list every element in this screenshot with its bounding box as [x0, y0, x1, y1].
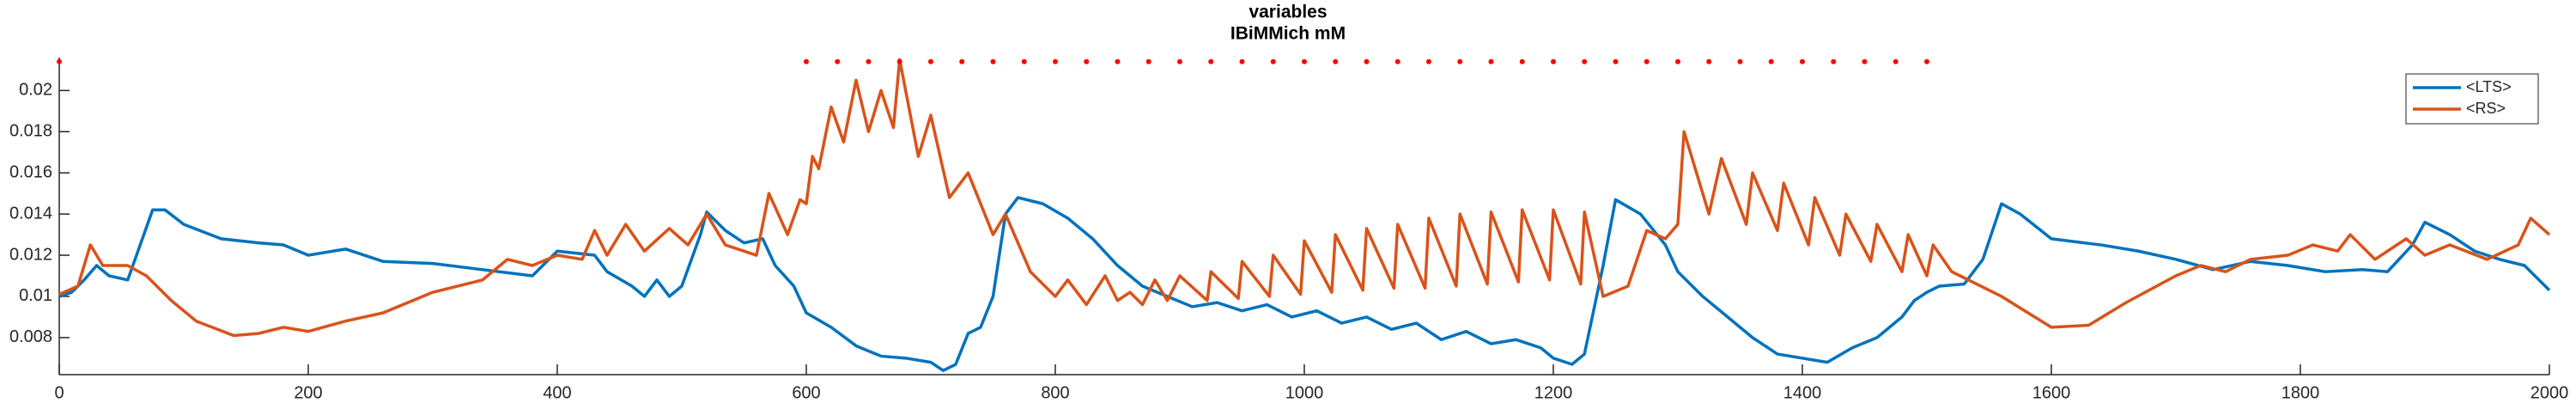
- legend-label: <RS>: [2466, 100, 2506, 117]
- marker-dot: [1364, 58, 1370, 64]
- y-tick-label: 0.01: [19, 286, 52, 305]
- marker-dot: [866, 58, 872, 64]
- x-tick-label: 2000: [2530, 383, 2569, 402]
- x-tick-label: 800: [1041, 383, 1069, 402]
- x-tick-label: 200: [294, 383, 322, 402]
- marker-dot: [1208, 58, 1214, 64]
- marker-dot: [959, 58, 965, 64]
- marker-dot: [990, 58, 996, 64]
- marker-dot: [1800, 58, 1805, 64]
- x-tick-label: 400: [543, 383, 571, 402]
- y-tick-label: 0.018: [9, 122, 52, 141]
- marker-dot: [57, 58, 62, 64]
- x-tick-label: 1600: [2032, 383, 2071, 402]
- marker-dot: [1270, 58, 1276, 64]
- marker-dot: [1021, 58, 1027, 64]
- marker-dot: [1333, 58, 1339, 64]
- marker-dot: [1519, 58, 1525, 64]
- marker-dot: [1302, 58, 1307, 64]
- marker-dot: [928, 58, 933, 64]
- marker-dot: [1145, 58, 1151, 64]
- marker-dot: [1177, 58, 1182, 64]
- line-series: [58, 58, 2551, 338]
- y-tick-label: 0.02: [19, 81, 52, 100]
- marker-dot: [1737, 58, 1743, 64]
- marker-dot: [1115, 58, 1121, 64]
- marker-dot: [1675, 58, 1680, 64]
- x-tick-label: 600: [792, 383, 820, 402]
- marker-dot: [1924, 58, 1929, 64]
- y-tick-label: 0.012: [9, 245, 52, 264]
- marker-dot: [1862, 58, 1868, 64]
- legend-box: [2405, 73, 2539, 125]
- marker-dot: [1831, 58, 1837, 64]
- marker-dot: [1551, 58, 1556, 64]
- x-tick-label: 1800: [2281, 383, 2320, 402]
- marker-dot: [835, 58, 841, 64]
- marker-dot: [1394, 58, 1400, 64]
- marker-dot: [1084, 58, 1090, 64]
- marker-dot: [1239, 58, 1245, 64]
- x-tick-label: 1000: [1285, 383, 1324, 402]
- line-series: [58, 196, 2551, 372]
- x-tick-label: 1400: [1783, 383, 1822, 402]
- marker-dot: [1426, 58, 1431, 64]
- marker-dot: [1488, 58, 1494, 64]
- marker-dot: [1768, 58, 1774, 64]
- marker-dot: [1457, 58, 1463, 64]
- marker-dot: [1613, 58, 1619, 64]
- marker-dot: [804, 58, 809, 64]
- marker-dot: [1582, 58, 1588, 64]
- marker-dot: [896, 58, 902, 64]
- marker-dot: [1053, 58, 1058, 64]
- marker-dot: [1893, 58, 1899, 64]
- chart-subtitle: IBiMMich mM: [1230, 24, 1346, 44]
- marker-dot: [1643, 58, 1649, 64]
- chart-title: variables: [1249, 3, 1327, 22]
- y-tick-label: 0.008: [9, 327, 52, 346]
- x-tick-label: 1200: [1534, 383, 1573, 402]
- x-tick-label: 0: [54, 383, 64, 402]
- y-tick-label: 0.014: [9, 204, 52, 223]
- legend-label: <LTS>: [2466, 78, 2512, 95]
- marker-dot: [1706, 58, 1712, 64]
- y-tick-label: 0.016: [9, 162, 52, 181]
